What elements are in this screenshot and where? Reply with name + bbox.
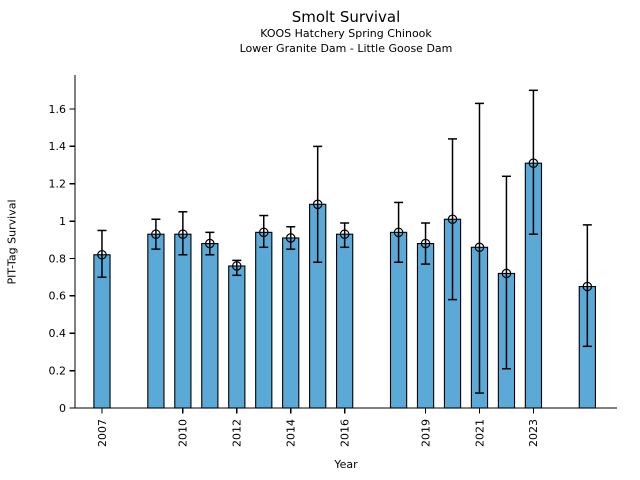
y-tick-label: 0.6 [49,290,67,303]
data-point-marker [339,229,350,240]
x-tick-label: 2007 [96,419,109,447]
data-point-marker [447,214,458,225]
x-axis-label: Year [334,458,358,471]
bar [201,243,219,409]
y-tick-label: 0.8 [49,252,67,265]
y-tick-label: 0.2 [49,364,67,377]
x-tick-label: 2023 [527,419,540,447]
bar-group-2015 [309,145,327,409]
x-tick-label: 2010 [177,419,190,447]
bar-group-2016 [336,222,354,409]
data-point-marker [231,261,242,271]
y-tick-label: 1.4 [49,140,67,153]
data-point-marker [285,233,296,243]
bar-group-2012 [228,259,246,409]
y-tick-label: 0.4 [49,327,67,340]
y-tick-label: 1.6 [49,103,67,116]
y-tick-label: 1 [59,215,66,228]
data-point-marker [258,227,269,238]
bar-group-2021 [470,102,489,409]
data-point-marker [501,268,512,279]
y-tick-label: 1.2 [49,178,67,191]
x-tick-label: 2019 [419,419,432,447]
bar [228,265,246,409]
bar-group-2025 [578,224,596,409]
bar [174,233,192,409]
data-point-marker [474,242,485,253]
bar [282,237,300,409]
bar [336,233,354,409]
data-point-marker [528,158,539,168]
x-tick-label: 2014 [285,419,298,447]
bar-group-2014 [282,225,300,409]
bar [255,231,273,409]
data-point-marker [178,229,188,240]
data-point-marker [97,249,107,260]
bar-group-2011 [201,231,219,409]
chart-title: Smolt Survival [291,8,401,26]
bar-group-2023 [524,89,543,409]
bar-group-2013 [255,214,273,409]
bar-group-2019 [416,222,435,409]
data-point-marker [205,238,215,249]
data-point-marker [312,199,323,210]
bar-group-2009 [147,218,165,409]
bar-group-2007 [93,229,111,409]
bar-group-2010 [174,211,192,409]
data-point-marker [420,238,431,249]
y-tick-label: 0 [59,402,66,415]
x-tick-label: 2012 [231,419,244,447]
bar [147,233,165,409]
data-point-marker [393,227,404,238]
chart-subtitle-line1: KOOS Hatchery Spring Chinook [260,27,432,40]
x-tick-label: 2021 [473,419,486,447]
data-point-marker [582,281,593,292]
chart-subtitle-line2: Lower Granite Dam - Little Goose Dam [239,42,453,55]
x-tick-label: 2016 [338,419,351,447]
bar [416,243,435,409]
bar-group-2018 [389,201,408,409]
data-point-marker [151,229,161,240]
bar-group-2020 [443,138,462,409]
bar-group-2022 [497,175,516,409]
